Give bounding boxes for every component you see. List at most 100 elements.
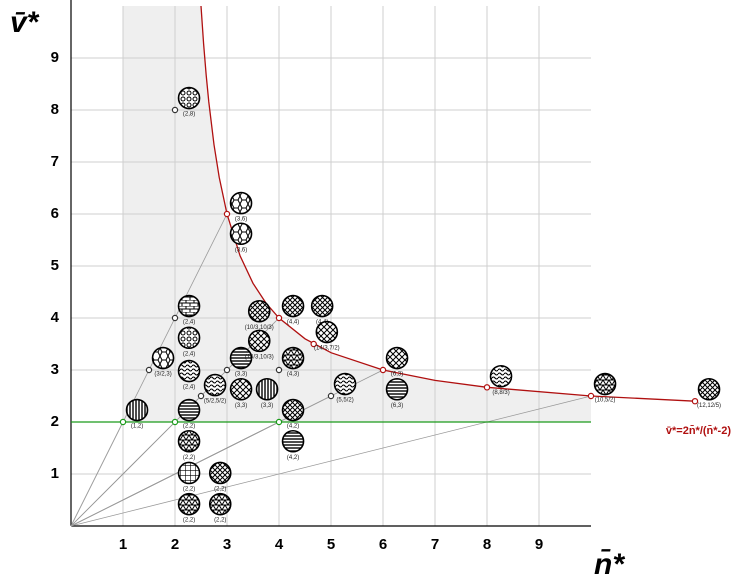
tiling-icon <box>177 429 201 453</box>
icon-label: (3,3) <box>261 403 273 409</box>
icon-label: (3/2,3) <box>154 372 171 378</box>
icon-label: (2,4) <box>183 385 195 391</box>
point <box>691 398 699 405</box>
tiling-icon <box>247 329 271 353</box>
tiling-icon <box>177 326 201 350</box>
curve <box>200 5 696 402</box>
icon-label: (14/3,7/2) <box>314 346 340 352</box>
point <box>483 384 491 391</box>
icon-label: (3,6) <box>235 217 247 223</box>
icon-label: (2,2) <box>183 424 195 430</box>
tiling-icon <box>177 86 201 110</box>
icon-label: (6,3) <box>391 403 403 409</box>
tiling-icon <box>255 377 279 401</box>
point <box>275 366 283 374</box>
icon-label: (3,6) <box>235 247 247 253</box>
y-tick-label: 8 <box>51 101 59 118</box>
x-tick-label: 3 <box>223 536 231 553</box>
tiling-icon <box>385 377 409 401</box>
tiling-icon <box>281 429 305 453</box>
icon-label: (8,8/3) <box>492 390 509 396</box>
point <box>171 314 179 322</box>
icon-label: (2,4) <box>183 351 195 357</box>
tiling-icon <box>315 320 339 344</box>
tiling-icon <box>203 373 227 397</box>
y-tick-label: 7 <box>51 153 59 170</box>
icon-label: (2,8) <box>183 112 195 118</box>
y-tick-label: 1 <box>51 465 59 482</box>
tiling-icon <box>385 346 409 370</box>
icon-label: (2,2) <box>214 518 226 524</box>
point <box>171 106 179 114</box>
icon-label: (4,2) <box>287 455 299 461</box>
point <box>327 392 335 400</box>
y-tick-label: 9 <box>51 49 59 66</box>
icon-label: (1,2) <box>131 424 143 430</box>
y-tick-label: 3 <box>51 361 59 378</box>
point <box>223 210 231 218</box>
icon-label: (3,3) <box>235 403 247 409</box>
point <box>310 340 317 348</box>
tiling-icon <box>177 398 201 422</box>
icon-label: (4,3) <box>287 372 299 378</box>
icon-label: (10/3,10/3) <box>245 354 274 360</box>
x-axis-label: n̄* <box>594 548 625 581</box>
tiling-icon <box>281 346 305 370</box>
icon-label: (2,2) <box>214 487 226 493</box>
icon-label: (4,4) <box>287 320 299 326</box>
y-tick-label: 2 <box>51 413 59 430</box>
tiling-icon <box>177 359 201 383</box>
plot: 1 2 3 4 5 6 7 8 9 1 2 3 4 5 6 7 8 9 v̄*=2n̄*/(n̄*-2) (2,8) (… <box>51 0 731 553</box>
icon-label: (4,2) <box>287 424 299 430</box>
x-tick-label: 7 <box>431 536 439 553</box>
x-tick-label: 8 <box>483 536 491 553</box>
tiling-icon <box>333 372 357 396</box>
point <box>275 314 283 322</box>
x-tick-label: 9 <box>535 536 543 553</box>
icon-label: (5,5/2) <box>336 398 353 404</box>
tiling-icon <box>151 346 175 370</box>
point <box>587 392 595 400</box>
y-tick-label: 5 <box>51 257 59 274</box>
point <box>171 418 179 426</box>
tiling-icon <box>310 294 334 318</box>
x-tick-label: 4 <box>275 536 284 553</box>
icon-label: (12,12/5) <box>697 403 721 409</box>
curve-label: v̄*=2n̄*/(n̄*-2) <box>666 425 731 437</box>
icon-label: (2,2) <box>183 455 195 461</box>
point <box>379 366 387 374</box>
y-axis-label: v̄* <box>10 6 40 39</box>
icon-label: (2,4) <box>183 320 195 326</box>
x-tick-label: 2 <box>171 536 179 553</box>
x-tick-label: 5 <box>327 536 335 553</box>
tiling-icon <box>489 364 513 388</box>
point <box>197 392 205 400</box>
point <box>275 418 283 426</box>
tiling-icon <box>247 299 271 323</box>
tiling-icon <box>281 398 305 422</box>
point <box>223 366 231 374</box>
tiling-icon <box>229 346 253 370</box>
y-tick-label: 6 <box>51 205 59 222</box>
tiling-icon <box>208 461 232 485</box>
tiling-icon <box>229 191 253 215</box>
tiling-icon <box>125 398 149 422</box>
point <box>145 366 153 374</box>
icon-label: (6,3) <box>391 372 403 378</box>
icon-label: (2,2) <box>183 487 195 493</box>
point <box>119 418 127 426</box>
tiling-icon <box>281 294 305 318</box>
y-tick-label: 4 <box>51 309 60 326</box>
icon-label: (10,5/2) <box>595 398 616 404</box>
tiling-icon <box>208 492 232 516</box>
icon-label: (3,3) <box>235 372 247 378</box>
icon-label: (2,2) <box>183 518 195 524</box>
tiling-icon <box>697 377 721 401</box>
ray <box>70 395 592 527</box>
x-tick-label: 6 <box>379 536 387 553</box>
tiling-icon <box>229 377 253 401</box>
icon-label: (10/3,10/3) <box>245 325 274 331</box>
tiling-icon <box>177 461 201 485</box>
icon-label: (5/2,5/2) <box>204 399 226 405</box>
